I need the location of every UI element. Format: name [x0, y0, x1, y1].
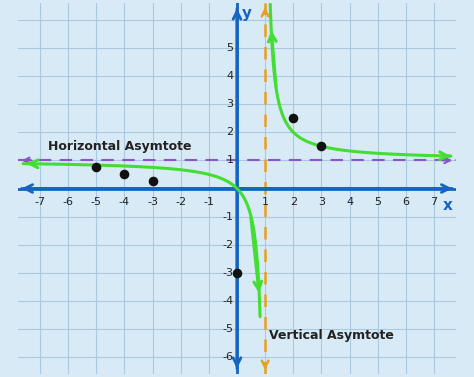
Text: y: y — [242, 6, 252, 21]
Point — [92, 164, 100, 170]
Text: -1: -1 — [223, 211, 234, 222]
Text: -7: -7 — [35, 197, 46, 207]
Text: -2: -2 — [222, 240, 234, 250]
Text: 3: 3 — [318, 197, 325, 207]
Point — [233, 270, 241, 276]
Text: -5: -5 — [91, 197, 102, 207]
Text: -5: -5 — [223, 324, 234, 334]
Text: x: x — [442, 198, 452, 213]
Text: 3: 3 — [227, 99, 234, 109]
Text: -6: -6 — [223, 352, 234, 362]
Point — [290, 115, 297, 121]
Text: 2: 2 — [290, 197, 297, 207]
Text: 6: 6 — [402, 197, 410, 207]
Text: 2: 2 — [227, 127, 234, 137]
Point — [121, 172, 128, 178]
Text: 1: 1 — [227, 155, 234, 166]
Text: -4: -4 — [119, 197, 130, 207]
Text: -4: -4 — [222, 296, 234, 306]
Text: 5: 5 — [227, 43, 234, 53]
Text: 1: 1 — [262, 197, 269, 207]
Text: Horizontal Asymtote: Horizontal Asymtote — [48, 140, 192, 153]
Text: -2: -2 — [175, 197, 186, 207]
Text: -6: -6 — [63, 197, 73, 207]
Point — [318, 143, 325, 149]
Text: 4: 4 — [227, 71, 234, 81]
Point — [149, 178, 156, 184]
Text: -3: -3 — [147, 197, 158, 207]
Text: 7: 7 — [430, 197, 438, 207]
Text: 5: 5 — [374, 197, 381, 207]
Text: -3: -3 — [223, 268, 234, 278]
Text: -1: -1 — [203, 197, 214, 207]
Text: 4: 4 — [346, 197, 353, 207]
Text: Vertical Asymtote: Vertical Asymtote — [269, 329, 394, 342]
